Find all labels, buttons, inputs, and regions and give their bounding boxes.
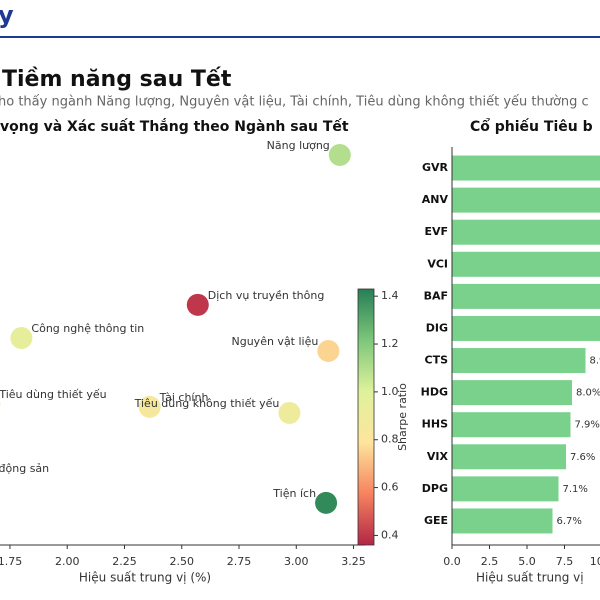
y-tick-label: ANV [422,193,449,206]
bar [452,187,600,213]
y-tick-label: DPG [422,482,448,495]
y-tick-label: EVF [424,225,448,238]
colorbar [357,288,375,546]
x-tick-label: 2.25 [112,555,137,568]
chart-title: Cổ phiếu Tiêu b [470,118,593,135]
page-title: y [0,1,14,29]
point-label: Năng lượng [267,139,330,152]
point [317,340,340,363]
point [186,293,209,316]
value-label: 8.0% [576,388,600,399]
colorbar-tick-label: 1.2 [381,337,399,350]
colorbar-tick-label: 1.0 [381,385,399,398]
y-tick-label: GEE [424,514,448,527]
bar [452,251,600,277]
section-subtitle: ho thấy ngành Năng lượng, Nguyên vật liệ… [0,95,589,110]
x-tick-label: 7.5 [556,555,574,568]
bar [452,476,559,502]
colorbar-tick-label: 0.8 [381,433,399,446]
point-label: Bất động sản [0,462,49,475]
section-heading: Tiềm năng sau Tết [2,67,232,92]
bar [452,348,586,374]
x-tick-label: 3.25 [341,555,366,568]
value-label: 7.9% [575,420,600,431]
y-tick-label: HHS [422,418,448,431]
x-tick-label: 10.0 [590,555,600,568]
chart-title: vọng và Xác suất Thắng theo Ngành sau Tế… [0,118,349,135]
x-tick-label: 0.0 [443,555,461,568]
point [278,401,301,424]
x-axis-label: Hiệu suất trung vị [476,571,584,585]
y-tick-label: DIG [426,321,448,334]
x-axis-label: Hiệu suất trung vị (%) [79,571,211,585]
value-label: 6.7% [557,516,582,527]
x-tick-label: 5.0 [518,555,536,568]
y-tick-label: VIX [427,450,449,463]
value-label: 8.9% [590,356,600,367]
x-tick-label: 2.5 [481,555,499,568]
x-tick-label: 3.00 [284,555,309,568]
value-label: 7.1% [563,484,588,495]
point [10,327,33,350]
x-tick-label: 2.00 [55,555,80,568]
point-label: Tiêu dùng thiết yếu [0,388,107,401]
bar [452,155,600,181]
colorbar-tick-label: 0.4 [381,528,399,541]
point-label: Nguyên vật liệu [232,335,319,348]
y-tick-label: GVR [422,161,449,174]
x-tick-label: 1.75 [0,555,22,568]
point-label: Tiện ích [272,487,316,500]
bar [452,283,600,309]
bar [452,380,572,406]
point [328,143,351,166]
colorbar-tick-label: 1.4 [381,289,399,302]
bar [452,219,600,245]
bar [452,315,600,341]
point-label: Công nghệ thông tin [31,322,144,335]
point [315,491,338,514]
x-tick-label: 2.50 [170,555,195,568]
colorbar-label: Sharpe ratio [396,383,409,451]
y-tick-label: CTS [425,354,449,367]
bar [452,444,566,470]
point [138,395,161,418]
colorbar-tick-label: 0.6 [381,481,399,494]
y-tick-label: HDG [421,386,448,399]
point-label: Tiêu dùng không thiết yếu [134,397,280,410]
x-tick-label: 2.75 [227,555,252,568]
y-tick-label: BAF [424,289,448,302]
bar [452,508,553,534]
bar [452,412,571,438]
y-tick-label: VCI [427,257,448,270]
value-label: 7.6% [570,452,595,463]
point-label: Tài chính [159,391,209,404]
point-label: Dịch vụ truyền thông [208,289,325,302]
